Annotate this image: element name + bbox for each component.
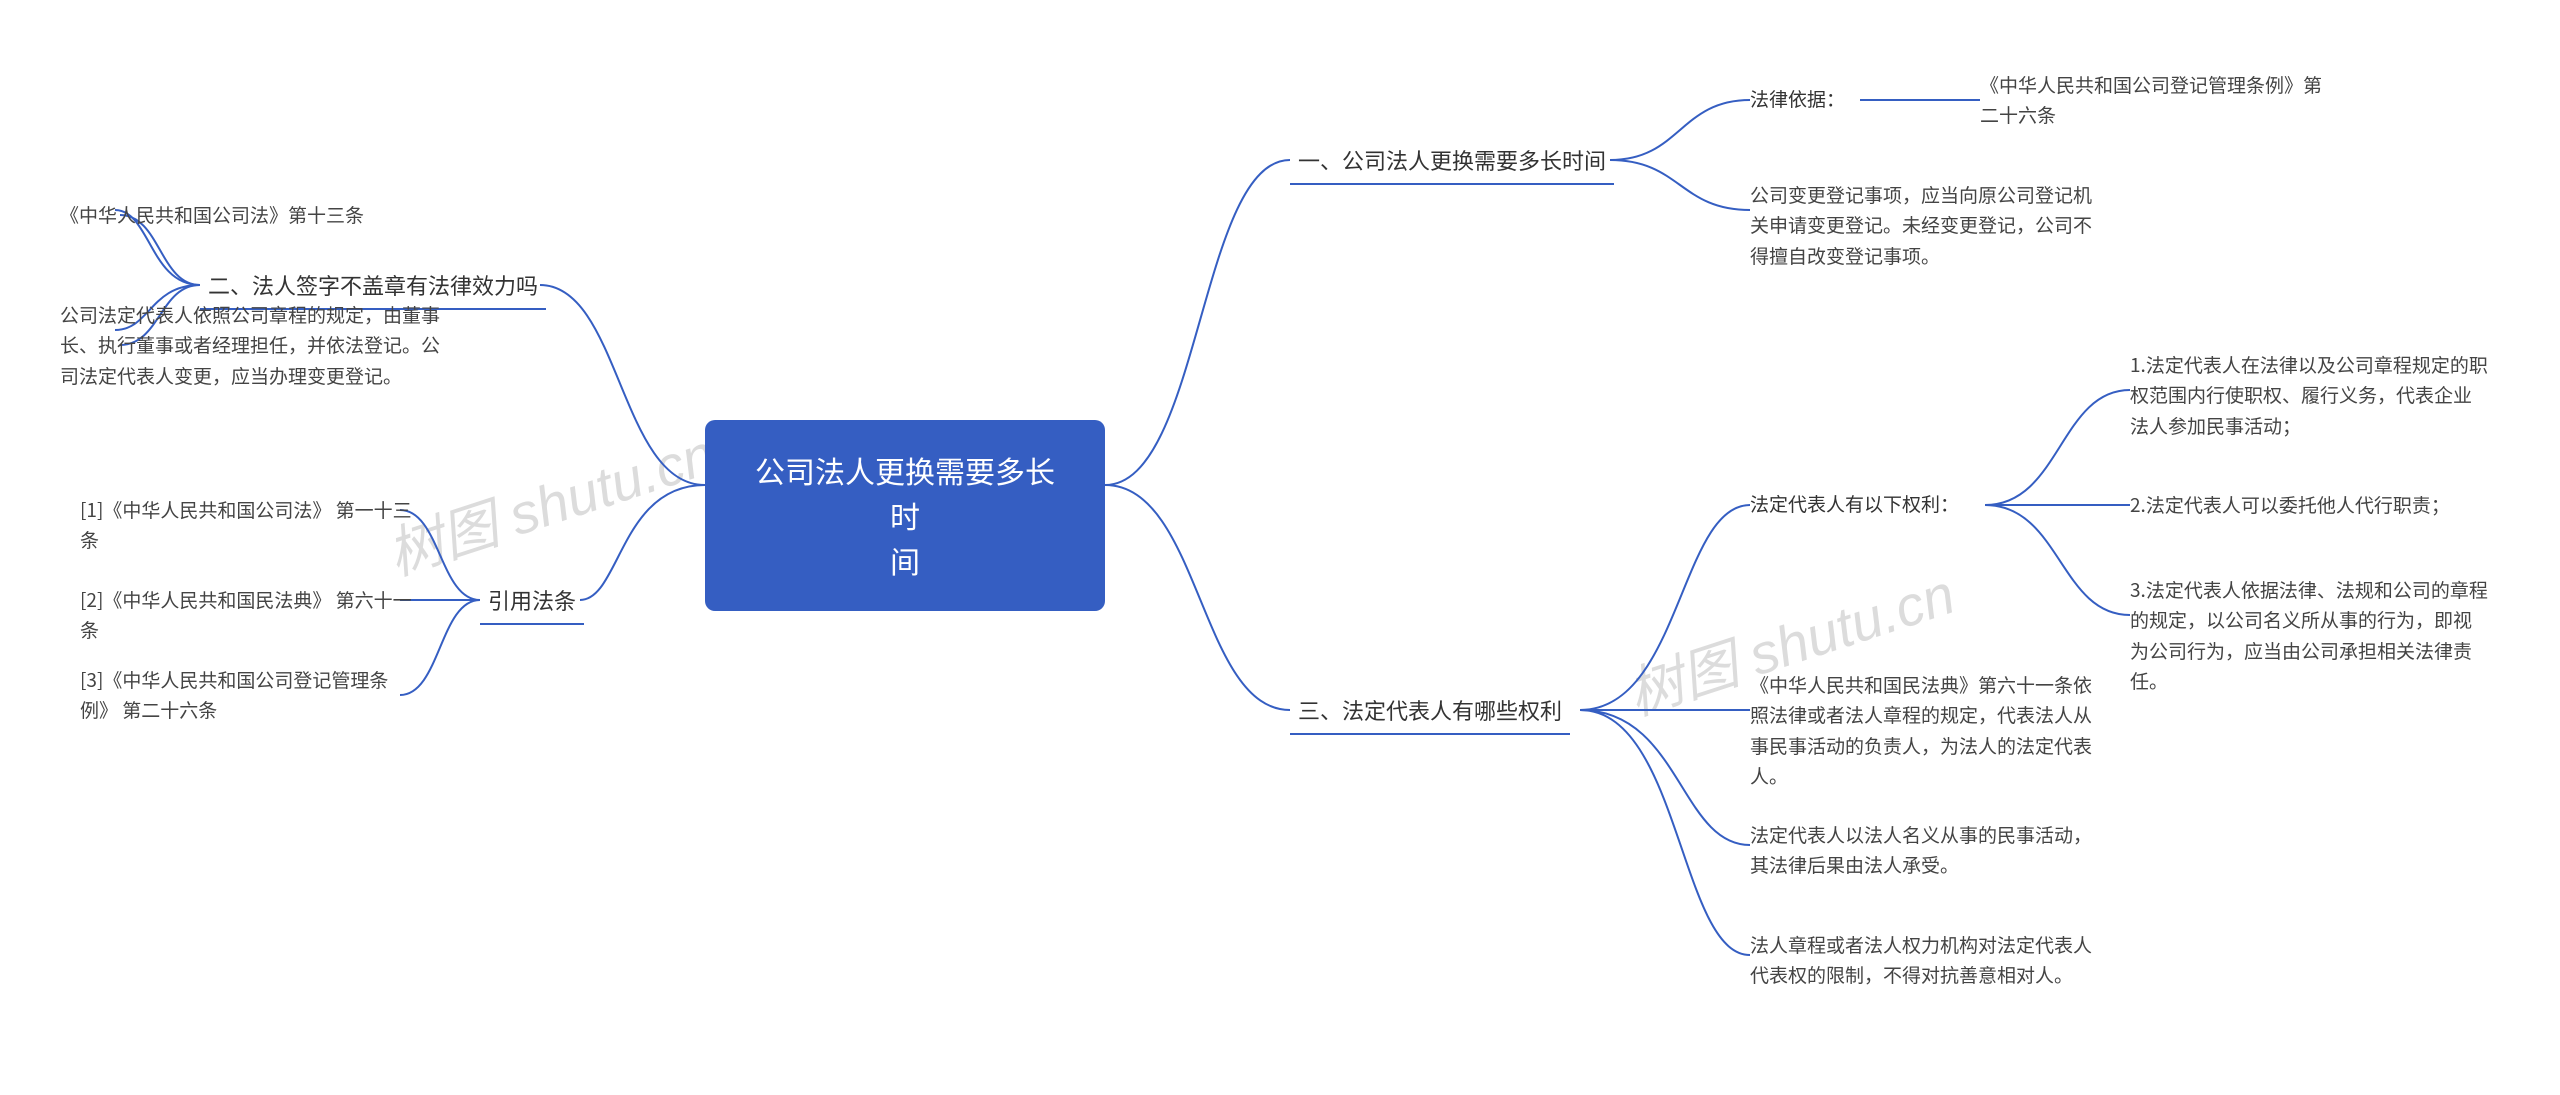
branch-1-leaf-law: 《中华人民共和国公司登记管理条例》第二十六条 bbox=[1980, 70, 2340, 131]
branch-3-right-1: 1.法定代表人在法律以及公司章程规定的职权范围内行使职权、履行义务，代表企业法人… bbox=[2130, 350, 2490, 441]
branch-3-leaf-3: 法定代表人以法人名义从事的民事活动，其法律后果由法人承受。 bbox=[1750, 820, 2110, 881]
branch-2-leaf-2: 公司法定代表人依照公司章程的规定，由董事长、执行董事或者经理担任，并依法登记。公… bbox=[60, 300, 440, 391]
branch-3-right-3: 3.法定代表人依据法律、法规和公司的章程的规定，以公司名义所从事的行为，即视为公… bbox=[2130, 575, 2490, 697]
branch-3-leaf-4: 法人章程或者法人权力机构对法定代表人代表权的限制，不得对抗善意相对人。 bbox=[1750, 930, 2110, 991]
watermark: 树图 shutu.cn bbox=[376, 410, 724, 592]
ref-3: [3]《中华人民共和国公司登记管理条例》 第二十六条 bbox=[80, 665, 420, 726]
branch-3-right-2: 2.法定代表人可以委托他人代行职责； bbox=[2130, 490, 2450, 520]
branch-3-leaf-2: 《中华人民共和国民法典》第六十一条依照法律或者法人章程的规定，代表法人从事民事活… bbox=[1750, 670, 2110, 792]
root-line2: 间 bbox=[890, 538, 920, 582]
branch-1-sub-legal: 法律依据： bbox=[1750, 85, 1845, 114]
root-node: 公司法人更换需要多长时 间 bbox=[705, 420, 1105, 611]
branch-1-leaf-desc: 公司变更登记事项，应当向原公司登记机关申请变更登记。未经变更登记，公司不得擅自改… bbox=[1750, 180, 2110, 271]
branch-2-leaf-1: 《中华人民共和国公司法》第十三条 bbox=[60, 200, 364, 230]
branch-1: 一、公司法人更换需要多长时间 bbox=[1290, 140, 1614, 185]
branch-ref: 引用法条 bbox=[480, 580, 584, 625]
ref-1: [1]《中华人民共和国公司法》 第一十三条 bbox=[80, 495, 420, 556]
root-line1: 公司法人更换需要多长时 bbox=[755, 448, 1055, 537]
branch-3-rights-label: 法定代表人有以下权利： bbox=[1750, 490, 1959, 519]
branch-3: 三、法定代表人有哪些权利 bbox=[1290, 690, 1570, 735]
ref-2: [2]《中华人民共和国民法典》 第六十一条 bbox=[80, 585, 420, 646]
